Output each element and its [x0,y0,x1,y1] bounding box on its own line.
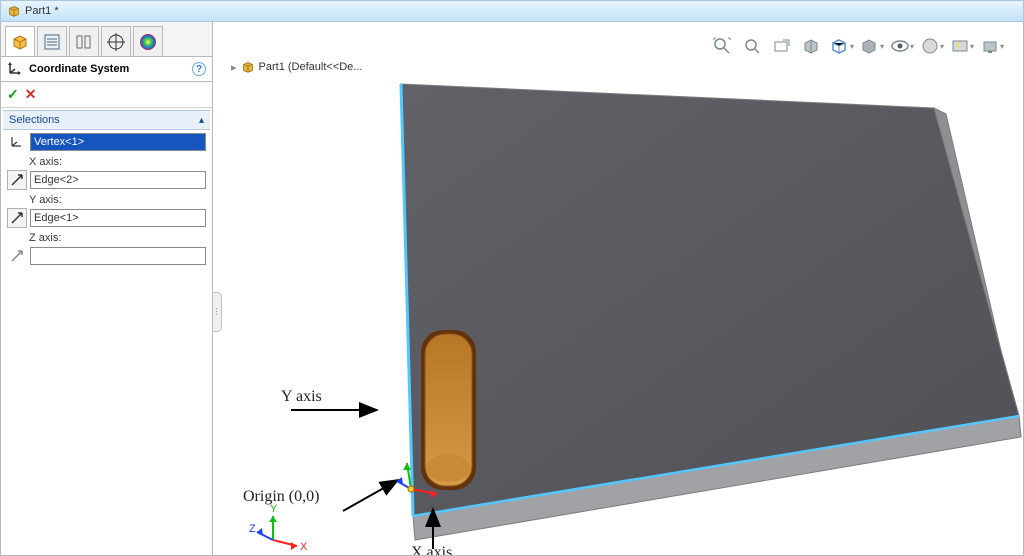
flip-y-button[interactable] [7,208,27,228]
scene: XYZ [213,22,1023,555]
x-axis-label: X axis: [3,154,210,168]
list-icon [42,32,62,52]
origin-row: Vertex<1> [3,130,210,154]
svg-text:X: X [300,541,308,553]
arrow-icon [10,211,24,225]
help-icon[interactable]: ? [192,62,206,76]
flip-z-button[interactable] [7,246,27,266]
tab-config-mgr[interactable] [69,26,99,56]
appearance-icon [138,32,158,52]
accept-button[interactable]: ✓ [7,86,19,103]
y-axis-label: Y axis: [3,192,210,206]
part-icon [7,4,21,18]
property-panel: Coordinate System ? ✓ ✕ Selections ▴ Ver… [1,22,213,555]
origin-annotation: Origin (0,0) [243,488,319,506]
z-axis-row [3,244,210,268]
y-axis-field[interactable]: Edge<1> [30,209,206,227]
origin-arrow [343,480,398,511]
collapse-caret-icon: ▴ [199,115,204,126]
y-axis-annotation: Y axis [281,388,322,406]
selections-title: Selections [9,114,60,126]
x-axis-annotation: X axis [411,544,452,555]
svg-text:Z: Z [249,523,256,535]
arrow-icon [10,249,24,263]
main-area: Coordinate System ? ✓ ✕ Selections ▴ Ver… [0,22,1024,556]
tab-property-mgr[interactable] [37,26,67,56]
feature-title: Coordinate System [29,63,192,75]
origin-field[interactable]: Vertex<1> [30,133,206,151]
z-axis-field[interactable] [30,247,206,265]
ok-cancel-bar: ✓ ✕ [1,82,212,108]
z-axis-label: Z axis: [3,230,210,244]
target-icon [106,32,126,52]
tab-feature-manager[interactable] [5,26,35,56]
tab-appearance[interactable] [133,26,163,56]
coord-sys-icon [7,61,23,77]
selections-section: Selections ▴ Vertex<1> X axis: Edge<2> Y… [1,108,212,274]
cancel-button[interactable]: ✕ [25,86,37,103]
window-title: Part1 * [25,5,59,17]
feature-tab-bar [1,22,212,57]
x-axis-row: Edge<2> [3,168,210,192]
origin-icon [7,132,27,152]
feature-header: Coordinate System ? [1,57,212,82]
flip-x-button[interactable] [7,170,27,190]
x-axis-field[interactable]: Edge<2> [30,171,206,189]
title-bar: Part1 * [0,0,1024,22]
config-icon [74,32,94,52]
graphics-viewport[interactable]: ⋮ ▸ Part1 (Default<<De... ▾ ▾ ▾ ▾ ▾ ▾ [213,22,1023,555]
cube-mgr-icon [10,32,30,52]
y-axis-row: Edge<1> [3,206,210,230]
tab-dimxpert[interactable] [101,26,131,56]
arrow-icon [10,173,24,187]
selections-header[interactable]: Selections ▴ [3,110,210,130]
